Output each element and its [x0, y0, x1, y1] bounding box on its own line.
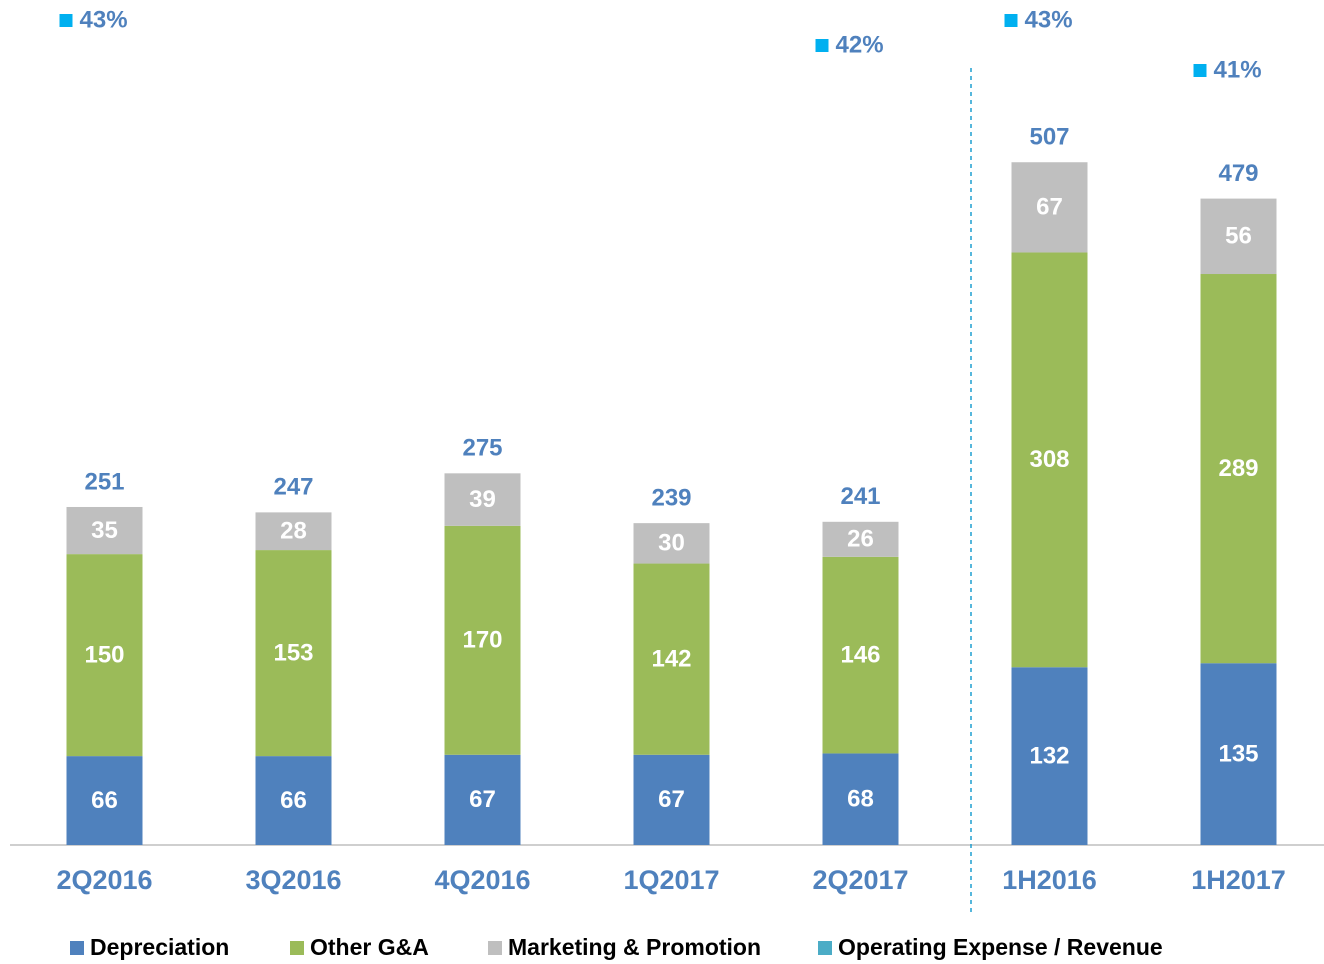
segment-label: 35	[91, 517, 118, 544]
bar-segment	[255, 512, 332, 551]
segment-label: 308	[1029, 446, 1069, 473]
x-tick-label: 1Q2017	[623, 865, 719, 895]
total-label: 241	[840, 483, 880, 510]
segment-label: 67	[1036, 194, 1063, 221]
bar-segment	[822, 556, 899, 754]
segment-label: 30	[658, 530, 685, 557]
segment-label: 67	[658, 786, 685, 813]
segment-label: 39	[469, 486, 496, 513]
x-tick-label: 2Q2016	[56, 865, 152, 895]
x-tick-label: 1H2017	[1191, 865, 1286, 895]
total-label: 239	[651, 484, 691, 511]
bar-segment	[822, 521, 899, 557]
bar-segment	[1200, 274, 1277, 664]
segment-label: 135	[1218, 740, 1258, 767]
legend-swatch	[488, 941, 502, 955]
bar-segment	[66, 554, 143, 757]
x-tick-label: 2Q2017	[812, 865, 908, 895]
ratio-label: 43%	[80, 6, 128, 33]
segment-label: 132	[1029, 742, 1069, 769]
ratio-marker	[59, 14, 73, 27]
legend-label: Operating Expense / Revenue	[838, 934, 1163, 960]
bar-segment	[1011, 252, 1088, 668]
total-label: 479	[1218, 160, 1258, 187]
bar-segment	[255, 550, 332, 757]
bar-segment	[633, 523, 710, 564]
x-tick-label: 1H2016	[1002, 865, 1097, 895]
ratio-label: 43%	[1025, 6, 1073, 33]
segment-label: 28	[280, 518, 307, 545]
legend-swatch	[818, 941, 832, 955]
segment-label: 67	[469, 786, 496, 813]
total-label: 275	[462, 435, 502, 462]
bar-segment	[444, 473, 521, 526]
segment-label: 153	[273, 639, 313, 666]
x-tick-label: 3Q2016	[245, 865, 341, 895]
bar-segment	[66, 756, 143, 845]
ratio-marker	[1004, 14, 1018, 27]
legend-label: Other G&A	[310, 934, 429, 960]
bar-segment	[66, 506, 143, 555]
bar-segment	[822, 753, 899, 845]
ratio-marker	[815, 39, 829, 52]
segment-label: 142	[651, 646, 691, 673]
segment-label: 170	[462, 627, 502, 654]
total-label: 507	[1029, 124, 1069, 151]
ratio-marker	[1193, 64, 1207, 77]
legend-swatch	[70, 941, 84, 955]
legend-label: Depreciation	[90, 934, 229, 960]
segment-label: 66	[91, 787, 118, 814]
bar-segment	[1011, 162, 1088, 253]
total-label: 247	[273, 474, 313, 501]
segment-label: 56	[1225, 223, 1252, 250]
bar-segment	[1011, 667, 1088, 845]
legend-label: Marketing & Promotion	[508, 934, 761, 960]
total-label: 251	[84, 468, 124, 495]
bar-segment	[633, 563, 710, 755]
bar-segment	[255, 756, 332, 845]
segment-label: 66	[280, 787, 307, 814]
bar-segment	[1200, 198, 1277, 275]
bar-segment	[633, 754, 710, 845]
segment-label: 289	[1218, 455, 1258, 482]
x-tick-label: 4Q2016	[434, 865, 530, 895]
legend-swatch	[290, 941, 304, 955]
bar-segment	[1200, 663, 1277, 845]
bar-segment	[444, 525, 521, 755]
segment-label: 26	[847, 526, 874, 553]
bar-segment	[444, 754, 521, 845]
segment-label: 150	[84, 641, 124, 668]
ratio-label: 42%	[836, 31, 884, 58]
segment-label: 146	[840, 641, 880, 668]
ratio-label: 41%	[1214, 56, 1262, 83]
segment-label: 68	[847, 786, 874, 813]
